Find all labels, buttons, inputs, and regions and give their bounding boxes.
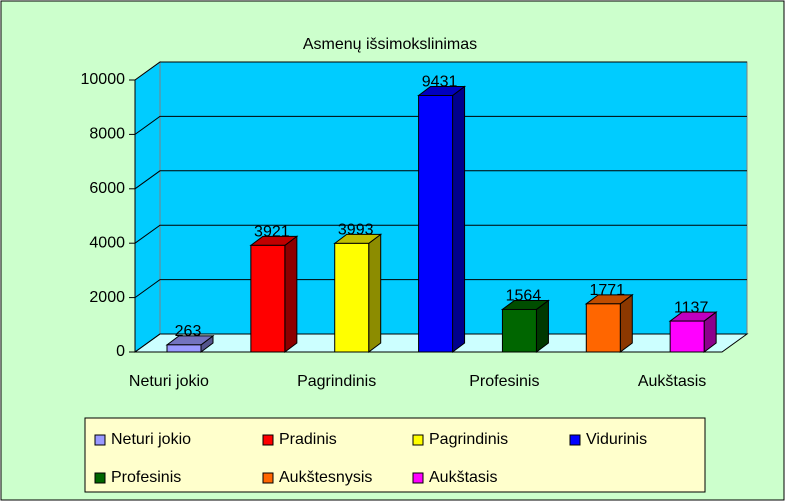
bar <box>334 242 370 353</box>
x-tick-label: Neturi jokio <box>129 373 209 390</box>
y-tick-label: 4000 <box>89 234 125 251</box>
value-label: 3921 <box>254 224 290 241</box>
legend-label: Neturi jokio <box>111 431 191 448</box>
y-tick-label: 8000 <box>89 126 125 143</box>
legend-label: Pagrindinis <box>429 431 508 448</box>
chart-title: Asmenų išsimokslinimas <box>303 36 477 53</box>
bar <box>501 308 537 353</box>
bar-side <box>368 233 382 353</box>
legend-swatch <box>262 434 274 446</box>
legend-label: Profesinis <box>111 469 181 486</box>
legend-swatch <box>262 472 274 484</box>
x-tick-label: Aukštasis <box>638 373 706 390</box>
x-tick-label: Profesinis <box>469 373 539 390</box>
y-tick-label: 6000 <box>89 180 125 197</box>
bar <box>418 94 454 353</box>
grid-line <box>134 61 747 81</box>
legend-label: Aukštasis <box>429 469 497 486</box>
y-tick-label: 10000 <box>81 71 126 88</box>
legend-label: Aukštesnysis <box>279 469 372 486</box>
y-tick-label: 2000 <box>89 289 125 306</box>
value-label: 1137 <box>674 299 709 316</box>
legend <box>84 417 706 493</box>
bar-side <box>452 85 466 353</box>
value-label: 263 <box>175 323 202 340</box>
legend-swatch <box>569 434 581 446</box>
grid-line <box>134 115 747 135</box>
value-label: 1564 <box>506 288 542 305</box>
bar-side <box>284 235 298 353</box>
bar <box>166 344 202 353</box>
legend-label: Pradinis <box>279 431 337 448</box>
grid-line <box>134 170 747 190</box>
legend-swatch <box>412 434 424 446</box>
value-label: 1771 <box>589 282 625 299</box>
y-tick-label: 0 <box>116 343 125 360</box>
bar <box>250 244 286 353</box>
legend-swatch <box>94 472 106 484</box>
bar-side <box>619 293 633 353</box>
grid-line <box>134 224 747 244</box>
grid-line <box>134 333 747 353</box>
x-tick-label: Pagrindinis <box>297 373 376 390</box>
value-label: 3993 <box>338 222 374 239</box>
value-label: 9431 <box>422 74 458 91</box>
bar <box>585 303 621 353</box>
grid-line <box>134 279 747 299</box>
legend-swatch <box>412 472 424 484</box>
bar <box>669 320 705 353</box>
side-wall <box>134 61 161 353</box>
legend-label: Vidurinis <box>586 431 647 448</box>
legend-swatch <box>94 434 106 446</box>
